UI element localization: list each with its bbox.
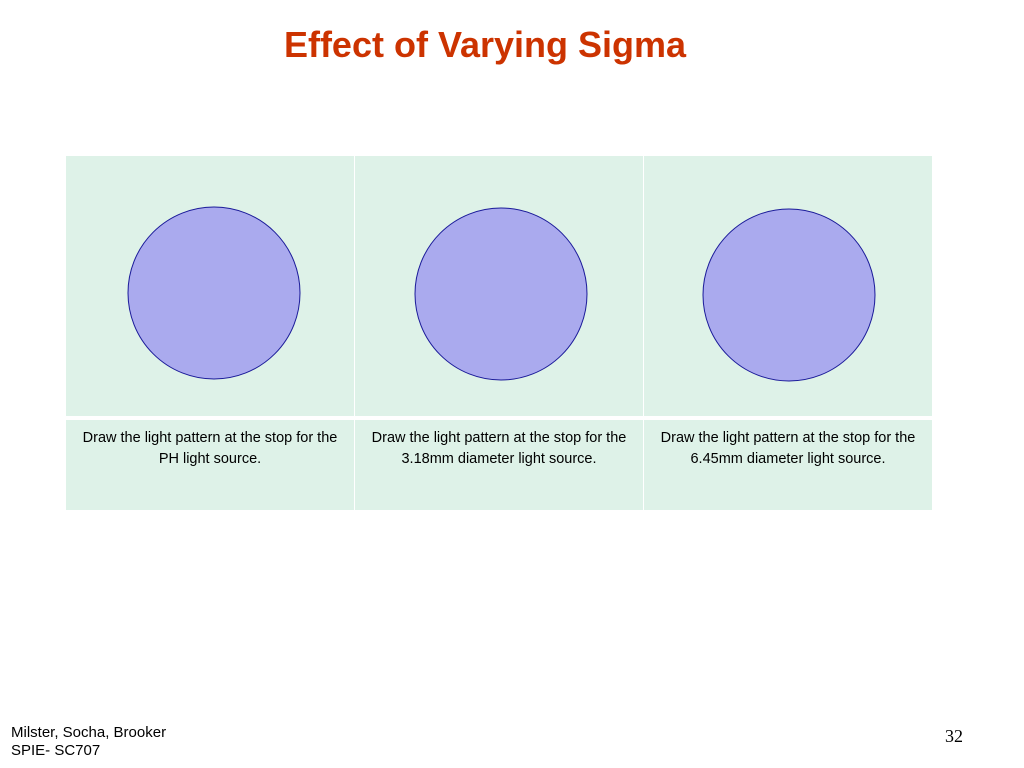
pattern-cell-ph [66, 156, 354, 416]
footer-course-line: SPIE- SC707 [11, 742, 101, 759]
footer-authors-line: Milster, Socha, Brooker [11, 724, 167, 741]
caption-cell-ph: Draw the light pattern at the stop for t… [66, 420, 354, 510]
caption-ph: Draw the light pattern at the stop for t… [82, 430, 338, 467]
caption-cell-6-45mm: Draw the light pattern at the stop for t… [644, 420, 932, 510]
caption-cell-3-18mm: Draw the light pattern at the stop for t… [355, 420, 643, 510]
page-number: 32 [945, 726, 963, 746]
exercise-table: Draw the light pattern at the stop for t… [66, 156, 932, 510]
light-pattern-drawing-6-45mm [702, 208, 876, 382]
light-pattern-circle-3-18mm [414, 207, 588, 381]
light-pattern-circle-ph [127, 206, 301, 380]
pattern-cell-6-45mm [644, 156, 932, 416]
pattern-cell-3-18mm [355, 156, 643, 416]
light-pattern-drawing-ph [127, 206, 301, 380]
caption-3-18mm: Draw the light pattern at the stop for t… [371, 430, 627, 467]
slide-title: Effect of Varying Sigma [283, 24, 687, 65]
caption-6-45mm: Draw the light pattern at the stop for t… [660, 430, 916, 467]
light-pattern-drawing-3-18mm [414, 207, 588, 381]
footer-authors: Milster, Socha, Brooker SPIE- SC707 [11, 724, 166, 760]
light-pattern-circle-6-45mm [702, 208, 876, 382]
